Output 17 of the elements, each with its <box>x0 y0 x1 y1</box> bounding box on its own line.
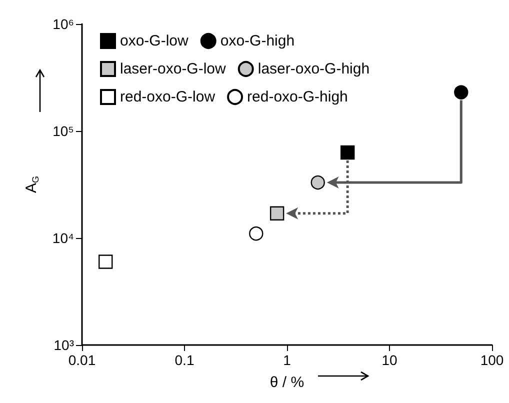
x-tick-label: 0.1 <box>174 352 194 368</box>
legend-label: red-oxo-G-low <box>120 88 216 106</box>
y-tick-label: 10⁵ <box>52 123 74 139</box>
x-tick-label: 0.01 <box>68 352 96 368</box>
x-tick-label: 1 <box>283 352 292 368</box>
legend-label: oxo-G-high <box>220 32 295 50</box>
x-tick-label: 100 <box>480 352 504 368</box>
y-tick-label: 10³ <box>54 337 74 353</box>
legend-label: oxo-G-low <box>120 32 189 50</box>
x-tick-label: 10 <box>382 352 398 368</box>
y-axis-title: AG <box>23 176 40 194</box>
y-tick-label: 10⁴ <box>52 230 74 246</box>
y-tick-label: 10⁶ <box>52 16 74 32</box>
legend-label: red-oxo-G-high <box>247 88 348 106</box>
legend-label: laser-oxo-G-high <box>258 60 370 78</box>
x-axis-title: θ / % <box>270 374 304 391</box>
legend-label: laser-oxo-G-low <box>120 60 226 78</box>
